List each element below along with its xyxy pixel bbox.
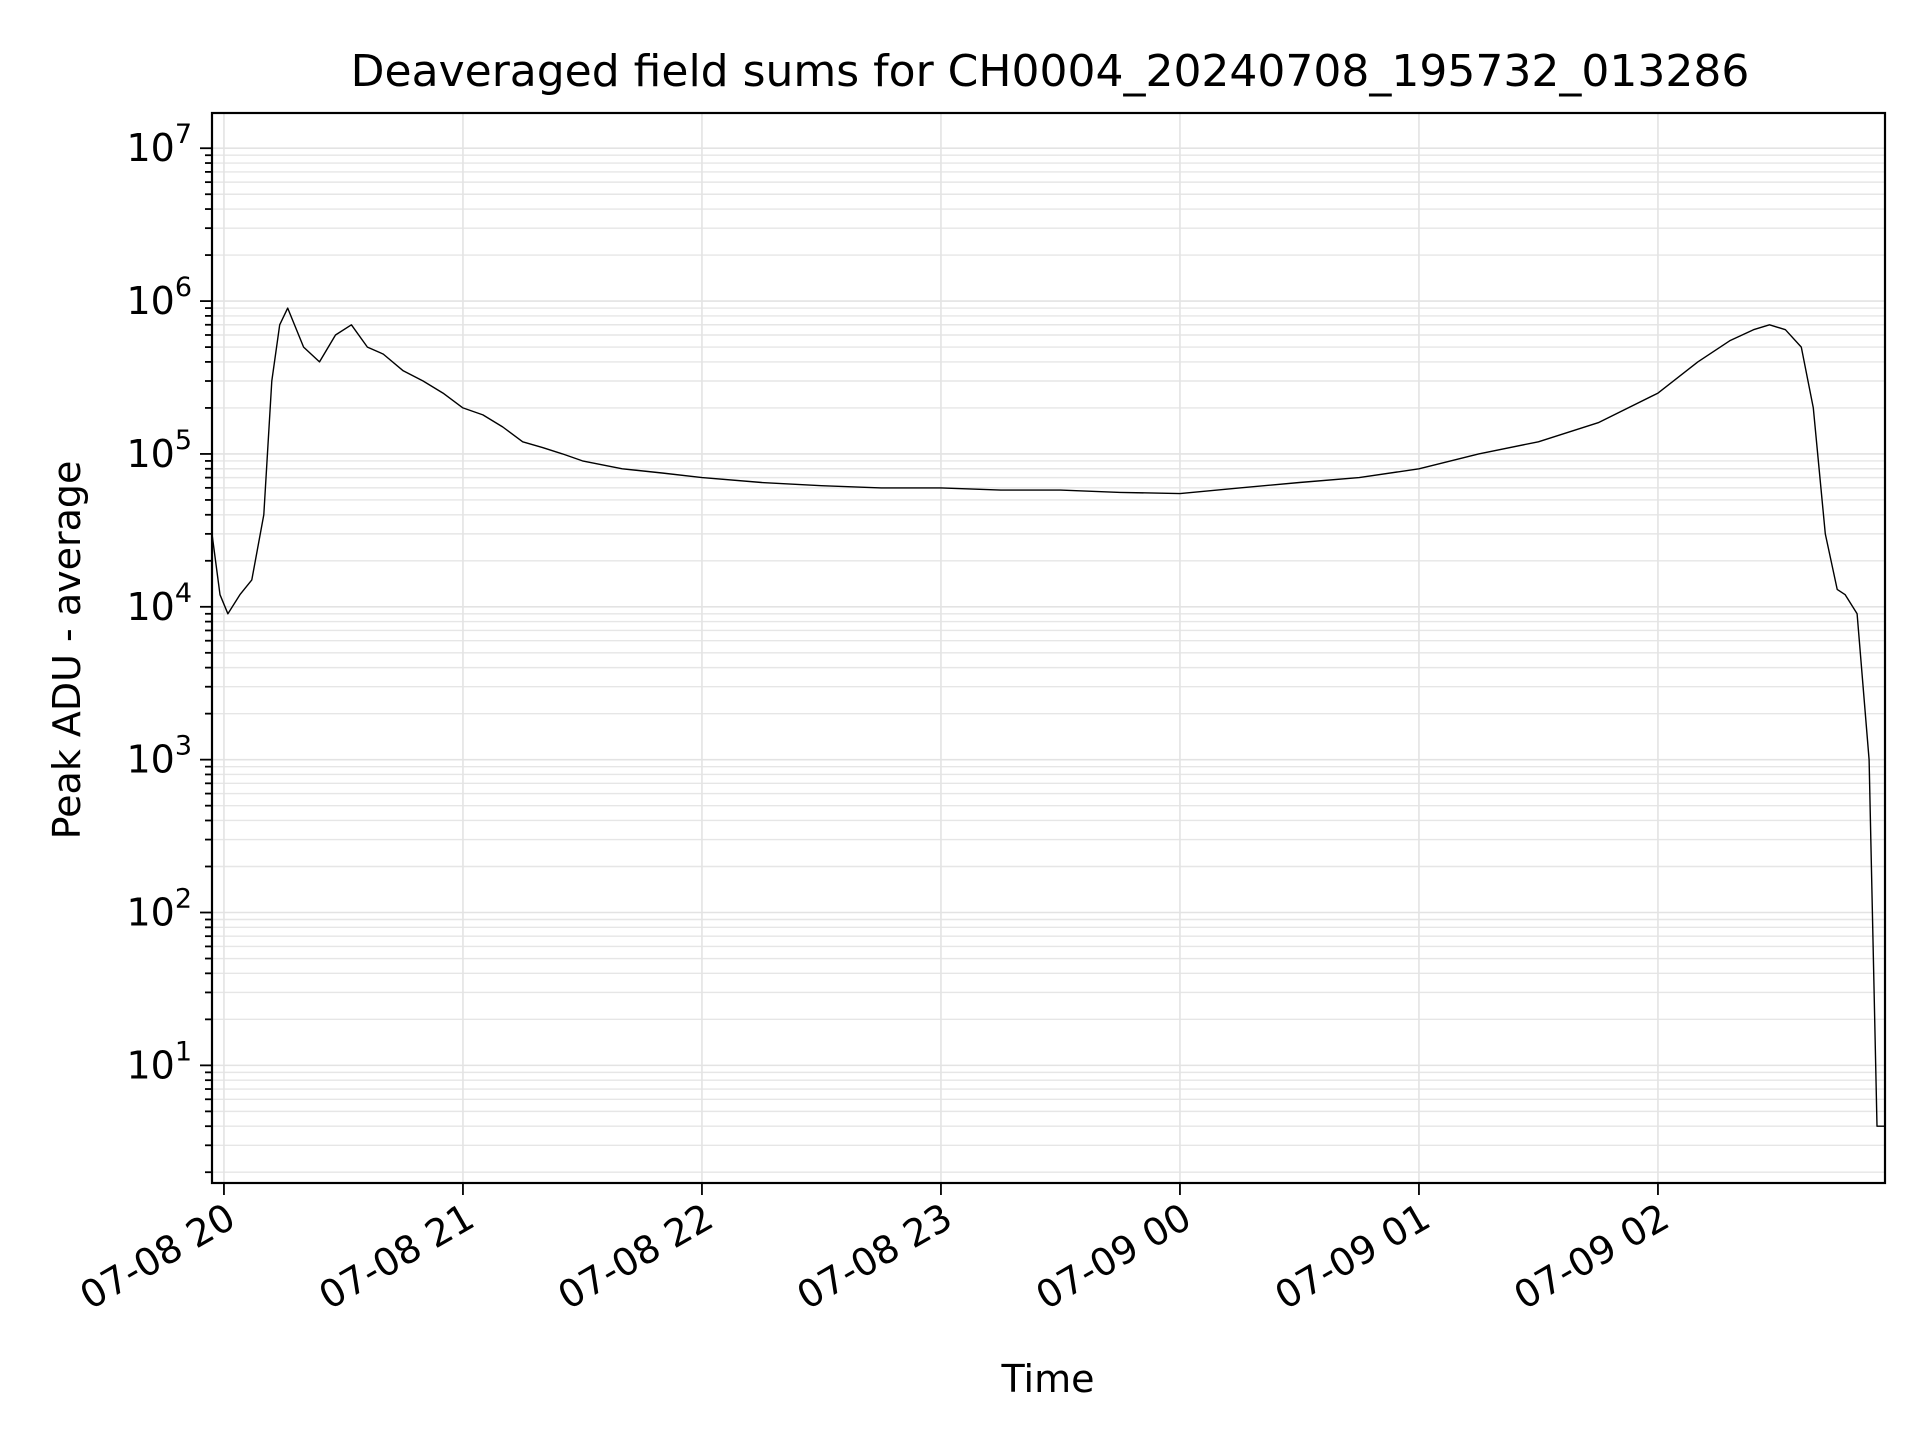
x-axis-label: Time <box>1001 1357 1095 1401</box>
series-line <box>211 307 1885 1127</box>
chart-title: Deaveraged field sums for CH0004_2024070… <box>351 46 1750 97</box>
ticks: 101 102 103 104 105 106 107 07-08 20 07-08 21 07-… <box>72 119 1676 1318</box>
y-tick-label: 107 <box>126 119 192 170</box>
y-tick-label: 103 <box>126 731 192 782</box>
y-tick-label: 102 <box>126 884 192 935</box>
x-tick-label: 07-08 22 <box>550 1195 720 1319</box>
x-tick-label: 07-09 02 <box>1506 1195 1676 1319</box>
y-axis-label: Peak ADU - average <box>45 461 89 840</box>
y-tick-label: 101 <box>126 1036 192 1087</box>
x-tick-label: 07-09 01 <box>1267 1195 1437 1319</box>
x-tick-label: 07-08 21 <box>311 1195 481 1319</box>
x-tick-label: 07-08 20 <box>72 1195 242 1319</box>
y-tick-label: 105 <box>126 425 192 476</box>
plot-frame <box>210 111 1887 1185</box>
series-layer <box>211 307 1885 1127</box>
x-tick-label: 07-09 00 <box>1028 1195 1198 1319</box>
x-tick-label: 07-08 23 <box>789 1195 959 1319</box>
y-tick-label: 106 <box>126 272 192 323</box>
grid <box>212 113 1885 1183</box>
y-tick-label: 104 <box>126 578 192 629</box>
